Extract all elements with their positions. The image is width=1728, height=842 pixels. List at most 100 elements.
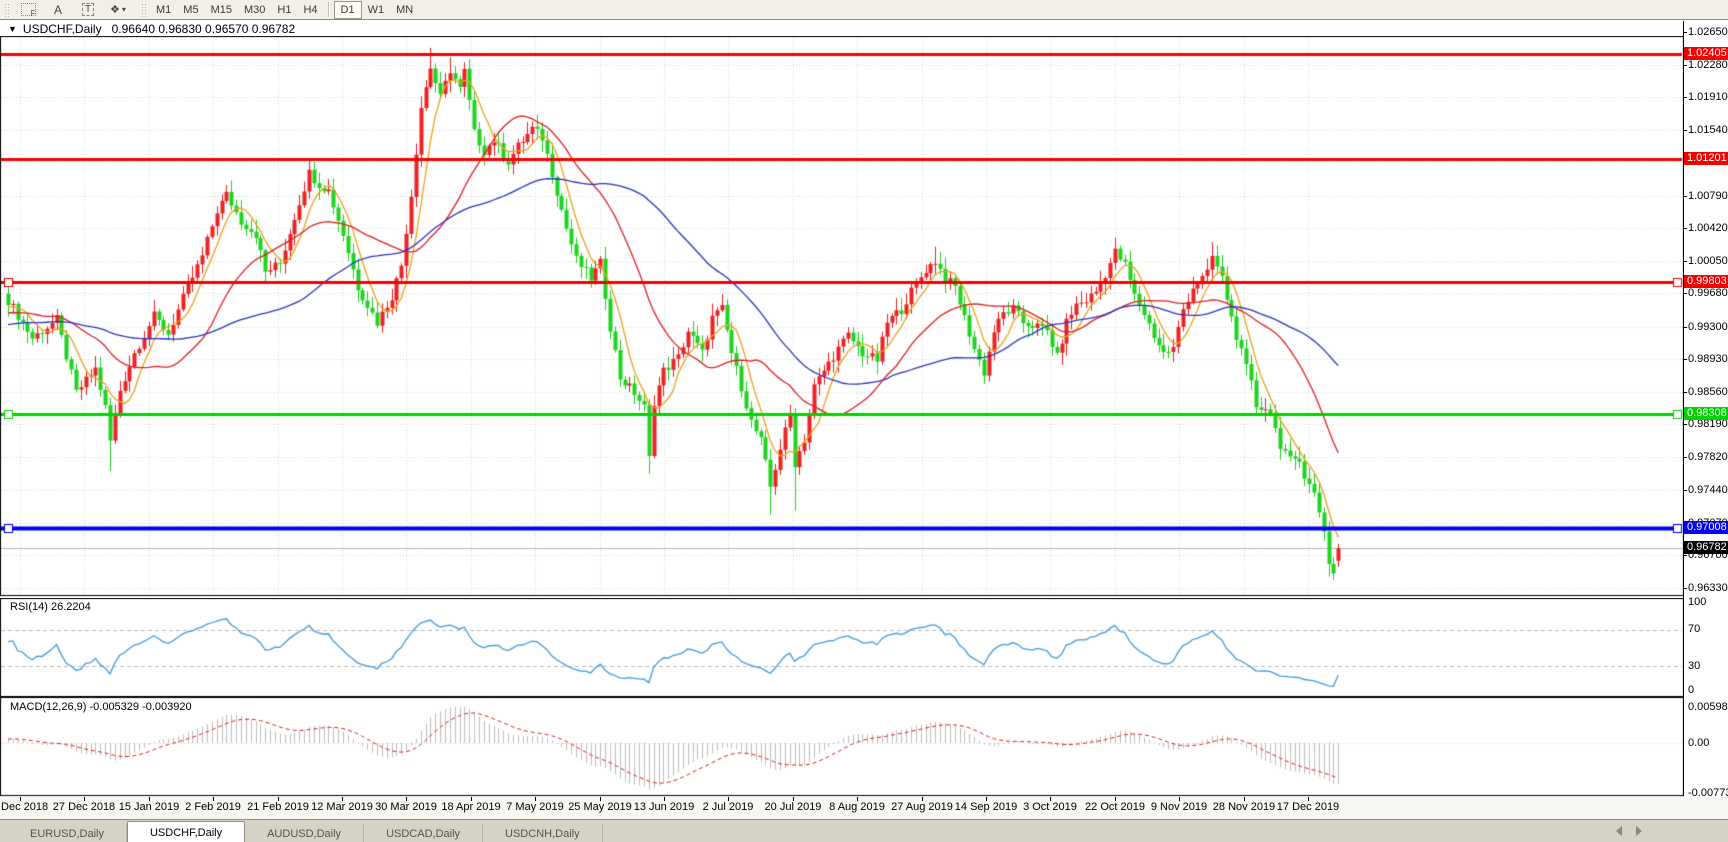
- toolbar-separator: [327, 2, 330, 17]
- rsi-axis-label: 100: [1688, 596, 1707, 608]
- time-axis-tick: [471, 797, 472, 801]
- time-axis-label: 20 Jul 2019: [764, 801, 822, 813]
- chart-menu-dropdown-icon[interactable]: ▼: [8, 23, 17, 34]
- price-axis-label: 0.98190: [1688, 418, 1728, 430]
- tab-scroll-right-icon[interactable]: [1636, 826, 1642, 836]
- price-axis-tick: [1683, 97, 1687, 98]
- tab-usdcnh-daily[interactable]: USDCNH,Daily: [483, 824, 603, 842]
- fibonacci-icon[interactable]: F: [14, 1, 42, 18]
- chart-symbol-title: USDCHF,Daily: [22, 21, 102, 36]
- time-axis-label: 17 Dec 2019: [1276, 801, 1340, 813]
- price-axis-label: 0.97440: [1688, 484, 1728, 496]
- macd-axis-label: 0.00: [1688, 737, 1710, 749]
- time-axis-label: 25 May 2019: [568, 801, 632, 813]
- text-icon[interactable]: A: [53, 2, 62, 17]
- rsi-panel-canvas[interactable]: [0, 598, 1684, 697]
- price-axis-label: 1.01910: [1688, 91, 1728, 103]
- time-axis-label: 2 Jul 2019: [702, 801, 754, 813]
- price-axis-label: 1.00420: [1688, 222, 1728, 234]
- tab-eurusd-daily[interactable]: EURUSD,Daily: [8, 824, 127, 842]
- time-axis-label: 7 May 2019: [506, 801, 564, 813]
- timeframe-button-m30[interactable]: M30: [243, 3, 266, 16]
- time-axis-tick: [84, 797, 85, 801]
- price-axis-label: 1.02280: [1688, 59, 1728, 71]
- price-axis-label: 0.96330: [1688, 582, 1728, 594]
- price-axis-tick: [1683, 228, 1687, 229]
- time-axis-label: 8 Aug 2019: [829, 801, 885, 813]
- time-axis-tick: [793, 797, 794, 801]
- time-axis-tick: [600, 797, 601, 801]
- price-badge: 0.97008: [1684, 521, 1728, 534]
- time-axis-label: 2 Feb 2019: [185, 801, 241, 813]
- price-axis-label: 1.00790: [1688, 190, 1728, 202]
- price-badge: 0.98308: [1684, 407, 1728, 420]
- time-axis-label: 3 Oct 2019: [1023, 801, 1077, 813]
- price-axis-tick: [1683, 65, 1687, 66]
- price-axis-label: 0.99300: [1688, 321, 1728, 333]
- price-axis-tick: [1683, 490, 1687, 491]
- timeframe-group: M1 M5 M15 M30 H1 H4 D1 W1 MN: [150, 0, 419, 19]
- timeframe-button-mn[interactable]: MN: [396, 3, 414, 16]
- toolbar-grip[interactable]: [4, 2, 9, 17]
- chart-ohlc-values: 0.96640 0.96830 0.96570 0.96782: [111, 21, 296, 36]
- tab-usdchf-daily[interactable]: USDCHF,Daily: [126, 821, 246, 842]
- price-axis-label: 0.97820: [1688, 451, 1728, 463]
- timeframe-button-h4[interactable]: H4: [303, 3, 318, 16]
- time-axis-label: 12 Mar 2019: [311, 801, 373, 813]
- dropdown-caret-icon: ▾: [121, 5, 126, 14]
- timeframe-button-w1[interactable]: W1: [367, 3, 385, 16]
- timeframe-button-m5[interactable]: M5: [183, 3, 199, 16]
- price-axis-label: 1.01540: [1688, 124, 1728, 136]
- macd-panel-canvas[interactable]: [0, 697, 1684, 797]
- time-axis-label: 8 Dec 2018: [0, 801, 49, 813]
- tab-scroll-left-icon[interactable]: [1616, 826, 1622, 836]
- arrows-icon[interactable]: ❖ ▾: [110, 4, 126, 16]
- time-axis-tick: [986, 797, 987, 801]
- timeframe-button-m1[interactable]: M1: [156, 3, 172, 16]
- rsi-axis-label: 0: [1688, 684, 1695, 696]
- time-axis-label: 27 Dec 2018: [52, 801, 116, 813]
- price-axis-tick: [1683, 424, 1687, 425]
- time-axis-tick: [278, 797, 279, 801]
- time-axis-tick: [20, 797, 21, 801]
- time-axis-label: 28 Nov 2019: [1212, 801, 1276, 813]
- timeframe-button-d1[interactable]: D1: [333, 0, 362, 19]
- time-axis-label: 18 Apr 2019: [441, 801, 501, 813]
- price-axis-border: [1683, 21, 1684, 796]
- price-axis-tick: [1683, 293, 1687, 294]
- tab-audusd-daily[interactable]: AUDUSD,Daily: [245, 824, 365, 842]
- time-axis-label: 22 Oct 2019: [1085, 801, 1145, 813]
- tab-usdcad-daily[interactable]: USDCAD,Daily: [364, 824, 484, 842]
- price-axis-label: 1.02650: [1688, 26, 1728, 38]
- chart-tab-bar: EURUSD,Daily USDCHF,Daily AUDUSD,Daily USDC…: [0, 819, 1728, 842]
- time-axis-label: 13 Jun 2019: [633, 801, 695, 813]
- timeframe-button-h1[interactable]: H1: [277, 3, 292, 16]
- price-axis-tick: [1683, 196, 1687, 197]
- toolbar: F A T ❖ ▾ M1 M5 M15 M30 H1 H4 D1 W1 MN: [0, 0, 1728, 20]
- timeframe-button-m15[interactable]: M15: [210, 3, 232, 16]
- tab-scroll-buttons: [1616, 826, 1642, 836]
- toolbar-grip-2[interactable]: [141, 2, 146, 17]
- time-axis-tick: [213, 797, 214, 801]
- time-axis-tick: [857, 797, 858, 801]
- main-chart-canvas[interactable]: [0, 20, 1684, 597]
- price-axis-tick: [1683, 588, 1687, 589]
- price-axis-tick: [1683, 32, 1687, 33]
- time-axis-label: 15 Jan 2019: [118, 801, 180, 813]
- time-axis-tick: [1115, 797, 1116, 801]
- price-badge: 0.99803: [1684, 275, 1728, 288]
- price-badge: 0.96782: [1684, 541, 1728, 554]
- price-axis-tick: [1683, 457, 1687, 458]
- time-axis-tick: [149, 797, 150, 801]
- text-label-icon[interactable]: T: [74, 1, 102, 18]
- price-axis-tick: [1683, 327, 1687, 328]
- time-axis-label: 27 Aug 2019: [891, 801, 953, 813]
- price-axis-label: 0.98930: [1688, 353, 1728, 365]
- price-badge: 1.01201: [1684, 152, 1728, 165]
- time-axis-tick: [664, 797, 665, 801]
- rsi-axis-label: 30: [1688, 660, 1701, 672]
- time-axis-label: 14 Sep 2019: [954, 801, 1018, 813]
- time-axis-label: 30 Mar 2019: [375, 801, 437, 813]
